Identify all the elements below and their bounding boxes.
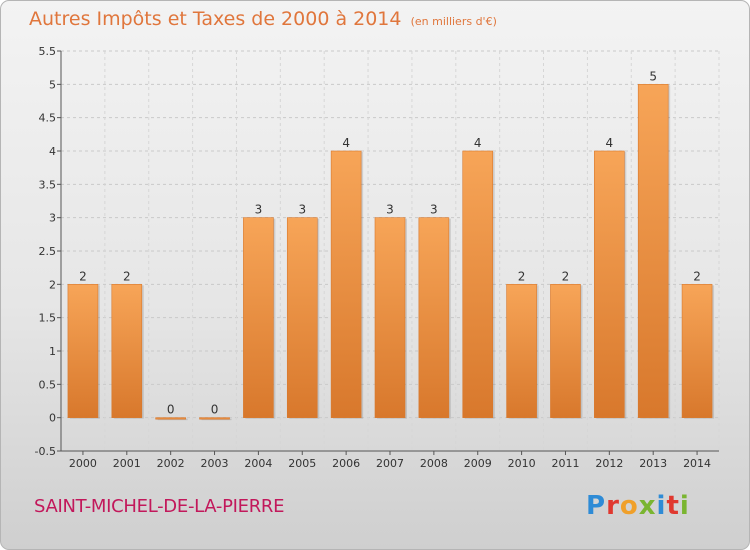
proxiti-logo[interactable]: Proxiti: [586, 491, 690, 521]
data-label: 5: [649, 69, 657, 83]
data-label: 2: [518, 269, 526, 283]
y-tick-label: 0.5: [39, 378, 57, 391]
x-tick-label: 2009: [464, 457, 492, 470]
bar-2001[interactable]: [111, 284, 143, 418]
bar-2013[interactable]: [637, 84, 669, 418]
y-tick-label: 2.5: [39, 245, 57, 258]
logo-letter: x: [638, 491, 657, 521]
logo-letter: t: [666, 491, 680, 521]
data-label: 2: [79, 269, 87, 283]
data-label: 4: [474, 136, 482, 150]
axes: [57, 50, 719, 455]
x-tick-label: 2006: [332, 457, 360, 470]
x-tick-label: 2002: [157, 457, 185, 470]
y-tick-label: 2: [49, 278, 56, 291]
bars: [67, 84, 715, 421]
data-label: 2: [693, 269, 701, 283]
bar-2000[interactable]: [67, 284, 99, 418]
title-unit: (en milliers d'€): [410, 15, 497, 28]
bar-2011[interactable]: [550, 284, 581, 418]
x-tick-label: 2011: [551, 457, 579, 470]
x-tick-label: 2005: [288, 457, 316, 470]
y-tick-label: 5.5: [39, 45, 57, 58]
y-tick-label: 4: [49, 145, 56, 158]
x-tick-label: 2001: [113, 457, 141, 470]
x-tick-label: 2000: [69, 457, 97, 470]
data-label: 3: [386, 203, 394, 217]
data-label: 4: [606, 136, 614, 150]
x-tick-label: 2008: [420, 457, 448, 470]
data-label: 3: [430, 203, 438, 217]
bar-2006[interactable]: [330, 150, 362, 418]
bar-2012[interactable]: [594, 150, 625, 418]
x-tick-label: 2013: [639, 457, 667, 470]
y-tick-label: 4.5: [39, 112, 57, 125]
x-tick-label: 2003: [201, 457, 229, 470]
bar-2003[interactable]: [199, 417, 230, 420]
y-tick-label: 1: [49, 345, 56, 358]
data-label: 3: [255, 203, 263, 217]
y-tick-label: 3: [49, 212, 56, 225]
bar-2014[interactable]: [681, 284, 713, 418]
y-tick-label: 1.5: [39, 312, 57, 325]
bar-2010[interactable]: [506, 284, 537, 418]
bar-2002[interactable]: [155, 417, 186, 420]
logo-letter: P: [586, 491, 607, 521]
data-label: 0: [167, 403, 175, 417]
x-tick-label: 2010: [508, 457, 536, 470]
bar-2009[interactable]: [462, 150, 494, 418]
data-label: 2: [123, 269, 131, 283]
bar-2005[interactable]: [286, 217, 318, 418]
data-label: 4: [342, 136, 350, 150]
x-tick-label: 2014: [683, 457, 711, 470]
y-tick-label: 0: [49, 412, 56, 425]
x-tick-label: 2012: [595, 457, 623, 470]
x-tick-label: 2007: [376, 457, 404, 470]
labels: -0.5 0 0.5 1 1.5 2 2.5 3 3.5 4 4.5 5 5.5 2 2000 2 2001 0 2…: [35, 45, 712, 470]
logo-letter: i: [679, 491, 690, 521]
logo-letter: o: [619, 491, 639, 521]
data-label: 3: [298, 203, 306, 217]
y-tick-label: 5: [49, 78, 56, 91]
title-text: Autres Impôts et Taxes de 2000 à 2014: [29, 8, 402, 30]
bar-2007[interactable]: [374, 217, 406, 418]
bar-2008[interactable]: [418, 217, 450, 418]
data-label: 0: [211, 403, 219, 417]
place-name: SAINT-MICHEL-DE-LA-PIERRE: [34, 496, 285, 517]
chart-title: Autres Impôts et Taxes de 2000 à 2014 (e…: [29, 8, 497, 30]
bar-2004[interactable]: [243, 217, 274, 418]
logo-letter: i: [656, 491, 667, 521]
logo-letter: r: [606, 491, 620, 521]
x-tick-label: 2004: [244, 457, 272, 470]
y-tick-label: -0.5: [35, 445, 56, 458]
y-tick-label: 3.5: [39, 178, 57, 191]
data-label: 2: [562, 269, 570, 283]
